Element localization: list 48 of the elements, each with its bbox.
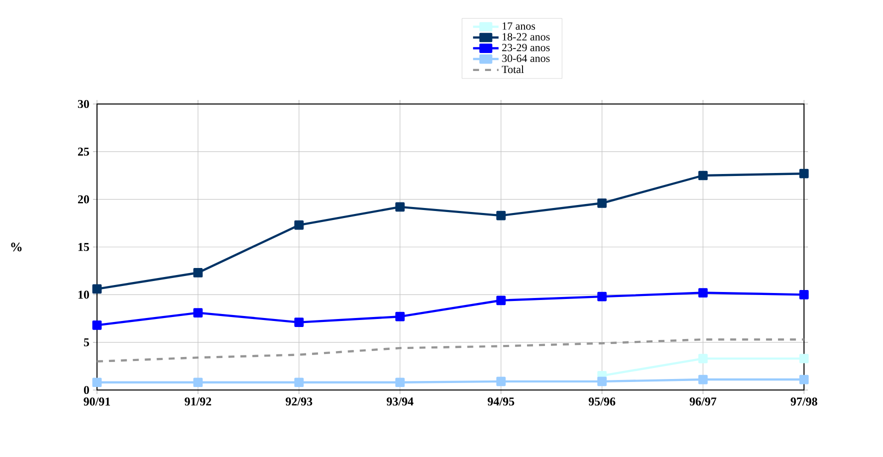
y-axis-title: % <box>11 242 22 252</box>
legend-label: 17 anos <box>502 22 536 30</box>
point <box>698 374 708 384</box>
y-tick-label: 25 <box>78 148 90 156</box>
x-tick-label: 94/95 <box>488 398 514 406</box>
point <box>496 210 506 220</box>
point <box>496 296 506 306</box>
point <box>597 198 607 208</box>
x-tick-label: 92/93 <box>286 398 312 406</box>
point <box>597 376 607 386</box>
point <box>698 170 708 180</box>
point <box>395 378 405 388</box>
legend-label: 23-29 anos <box>502 44 550 52</box>
point <box>294 220 304 230</box>
point <box>799 290 809 300</box>
legend-label: 30-64 anos <box>502 54 550 62</box>
point <box>799 168 809 178</box>
point <box>799 374 809 384</box>
point <box>395 202 405 212</box>
y-tick-label: 30 <box>78 100 90 108</box>
legend-label: Total <box>502 65 524 74</box>
y-tick-label: 0 <box>84 386 90 394</box>
point <box>395 312 405 322</box>
y-tick-label: 15 <box>78 242 90 251</box>
point <box>193 378 203 388</box>
x-tick-label: 95/96 <box>588 398 616 406</box>
y-tick-label: 5 <box>84 338 90 346</box>
point <box>92 320 102 330</box>
x-tick-label: 96/97 <box>690 398 716 406</box>
point <box>92 378 102 388</box>
x-tick-label: 90/91 <box>84 398 110 406</box>
point <box>597 292 607 302</box>
legend-label: 18-22 anos <box>502 33 550 41</box>
point <box>294 378 304 388</box>
point <box>496 376 506 386</box>
point <box>698 288 708 298</box>
x-tick-label: 91/92 <box>184 398 212 406</box>
line-series <box>97 338 804 362</box>
y-tick-label: 20 <box>78 195 90 204</box>
x-tick-label: 97/98 <box>790 398 818 406</box>
point <box>193 268 203 278</box>
point <box>294 318 304 327</box>
point <box>799 354 809 364</box>
point <box>92 284 102 294</box>
point <box>193 308 203 318</box>
x-tick-label: 93/94 <box>386 398 414 406</box>
point <box>698 354 708 364</box>
y-tick-label: 10 <box>78 290 90 299</box>
